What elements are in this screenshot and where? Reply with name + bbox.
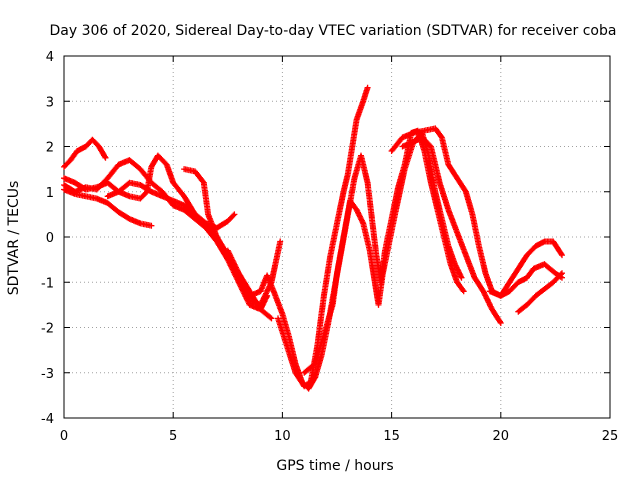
y-tick-label: -4: [41, 412, 54, 427]
series-track-8: [275, 84, 371, 390]
series-track-13: [515, 270, 565, 315]
series-track-11: [399, 134, 504, 326]
y-tick-label: 0: [46, 231, 54, 246]
series-track-9: [301, 129, 465, 376]
data-point-markers: [515, 270, 565, 315]
y-tick-label: -1: [41, 276, 54, 291]
series-track-12: [486, 238, 565, 299]
series-track-1: [61, 136, 109, 170]
data-point-markers: [61, 157, 271, 313]
data-point-markers: [301, 129, 465, 376]
series-track-6: [181, 166, 275, 322]
data-point-markers: [61, 136, 109, 170]
x-tick-label: 20: [493, 429, 510, 444]
data-point-markers: [181, 166, 275, 322]
y-tick-label: 1: [46, 186, 54, 201]
series-track-4: [61, 157, 271, 313]
x-tick-label: 5: [169, 429, 177, 444]
x-tick-label: 15: [383, 429, 400, 444]
data-point-markers: [486, 238, 565, 299]
y-tick-label: 2: [46, 141, 54, 156]
data-point-markers: [399, 134, 504, 326]
series-track-5: [104, 152, 238, 231]
x-axis-label: GPS time / hours: [276, 458, 393, 474]
data-point-markers: [388, 125, 565, 299]
y-tick-label: -3: [41, 367, 54, 382]
x-tick-label: 10: [274, 429, 291, 444]
y-axis-label: SDTVAR / TECUs: [6, 181, 22, 296]
data-point-markers: [104, 152, 238, 231]
y-tick-label: -2: [41, 322, 54, 337]
y-tick-label: 3: [46, 95, 54, 110]
x-tick-label: 0: [60, 429, 68, 444]
data-marks: [61, 84, 565, 392]
chart-title: Day 306 of 2020, Sidereal Day-to-day VTE…: [50, 23, 617, 39]
x-tick-label: 25: [602, 429, 619, 444]
y-tick-label: 4: [46, 50, 54, 65]
axis-ticks: 0 5 10 15 20 25 -4 -3 -2 -1 0 1 2 3 4: [41, 50, 618, 444]
series-track-10: [388, 125, 565, 299]
data-point-markers: [275, 84, 371, 390]
